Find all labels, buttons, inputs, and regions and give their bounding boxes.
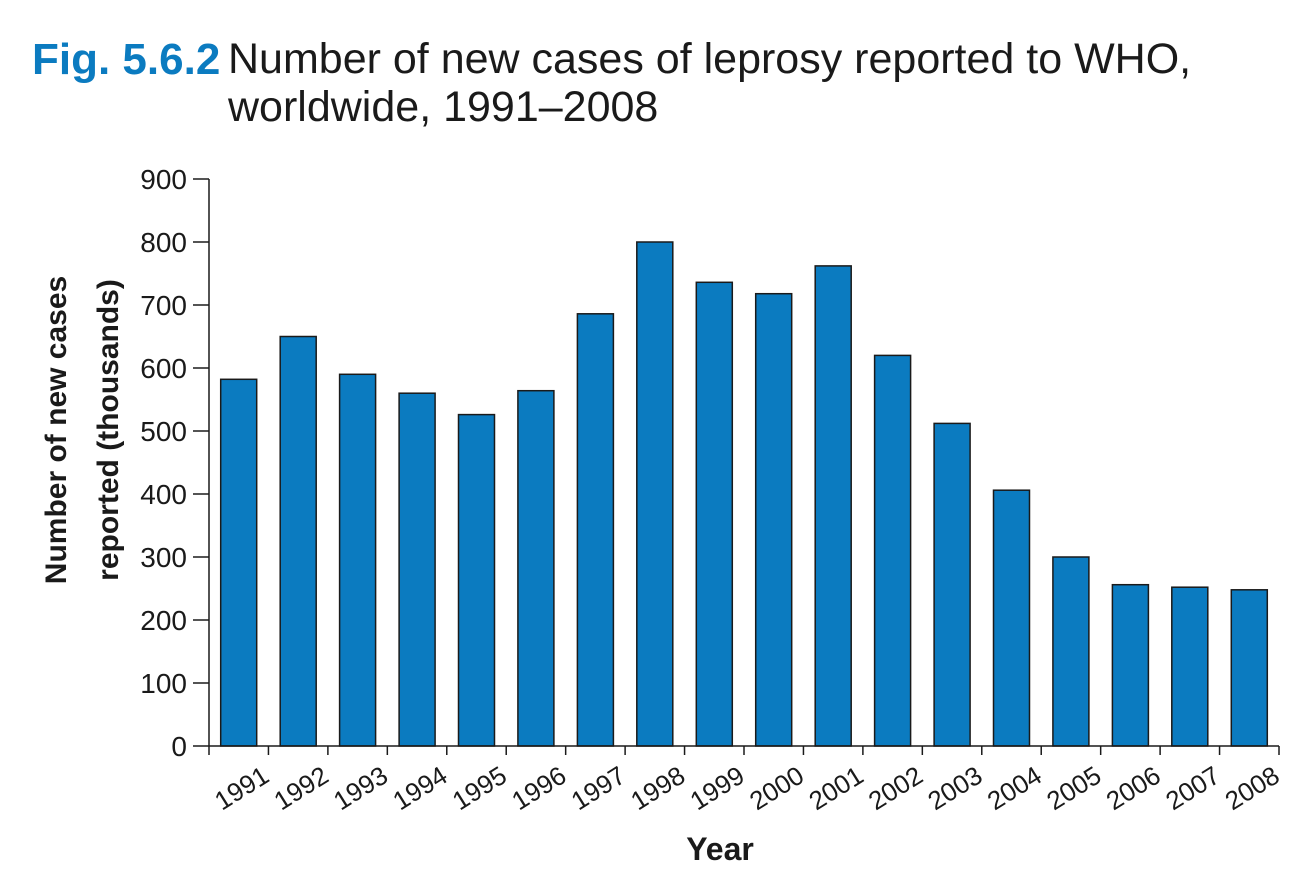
- x-tick-label-1996: 1996: [506, 760, 571, 816]
- x-tick-label-1995: 1995: [447, 760, 512, 816]
- figure-title-line-1: Number of new cases of leprosy reported …: [228, 35, 1192, 83]
- y-tick-label-800: 800: [140, 227, 187, 258]
- x-tick-label-2007: 2007: [1160, 760, 1225, 816]
- x-tick-label-2004: 2004: [982, 760, 1047, 816]
- bar-1997: [576, 313, 615, 747]
- y-tick-label-0: 0: [171, 731, 187, 762]
- x-axis-label: Year: [686, 831, 754, 867]
- bar-1995: [457, 413, 496, 747]
- bar-2008: [1230, 589, 1269, 747]
- y-tick-label-600: 600: [140, 353, 187, 384]
- x-tick-label-1998: 1998: [625, 760, 690, 816]
- x-tick-label-2000: 2000: [744, 760, 809, 816]
- y-axis: 0 100 200 300 400 500 600 700 800 900: [140, 164, 210, 762]
- y-tick-label-900: 900: [140, 164, 187, 195]
- x-tick-label-2005: 2005: [1041, 760, 1106, 816]
- y-tick-label-500: 500: [140, 416, 187, 447]
- bar-1992: [279, 335, 317, 747]
- bars-group: [219, 241, 1269, 747]
- bar-2001: [814, 265, 852, 747]
- x-tick-label-2008: 2008: [1220, 760, 1285, 816]
- figure-title-line-2: worldwide, 1991–2008: [228, 83, 659, 131]
- bar-1991: [219, 378, 258, 747]
- x-tick-label-1991: 1991: [209, 760, 274, 816]
- x-axis: 1991199219931994199519961997199819992000…: [208, 745, 1285, 816]
- y-axis-label-line-2: reported (thousands): [92, 279, 125, 581]
- bar-2007: [1171, 586, 1209, 747]
- y-tick-label-200: 200: [140, 605, 187, 636]
- y-tick-label-300: 300: [140, 542, 187, 573]
- bar-1993: [338, 373, 377, 747]
- bar-2000: [754, 292, 793, 747]
- figure-header: Fig. 5.6.2 Number of new cases of lepros…: [32, 38, 1292, 138]
- x-tick-label-1999: 1999: [685, 760, 750, 816]
- y-tick-label-400: 400: [140, 479, 187, 510]
- y-tick-label-100: 100: [140, 668, 187, 699]
- x-tick-label-2001: 2001: [804, 760, 869, 816]
- x-tick-label-2003: 2003: [922, 760, 987, 816]
- y-axis-label: Number of new cases reported (thousands): [40, 276, 125, 584]
- x-tick-label-2006: 2006: [1101, 760, 1166, 816]
- bar-2002: [873, 354, 912, 747]
- x-tick-label-1992: 1992: [269, 760, 334, 816]
- x-tick-label-1997: 1997: [566, 760, 631, 816]
- figure-label: Fig. 5.6.2: [32, 35, 221, 84]
- bar-1999: [695, 281, 734, 747]
- bar-1994: [398, 392, 436, 747]
- bar-2004: [992, 489, 1031, 747]
- x-tick-label-2002: 2002: [863, 760, 928, 816]
- y-axis-label-line-1: Number of new cases: [40, 276, 73, 584]
- bar-2003: [933, 422, 971, 747]
- bar-1998: [636, 241, 674, 747]
- y-tick-label-700: 700: [140, 290, 187, 321]
- bar-1996: [517, 389, 555, 747]
- bar-2005: [1052, 556, 1090, 747]
- x-tick-label-1994: 1994: [387, 760, 452, 816]
- bar-2006: [1111, 583, 1150, 747]
- x-tick-label-1993: 1993: [328, 760, 393, 816]
